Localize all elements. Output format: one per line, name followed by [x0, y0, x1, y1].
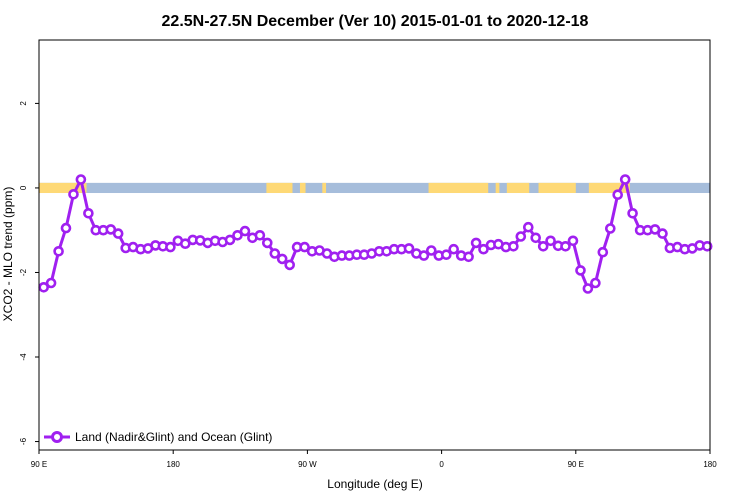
- x-axis: 90 E 180 90 W 0 90 E 180: [31, 450, 717, 469]
- data-point: [537, 241, 549, 252]
- data-point: [60, 222, 72, 234]
- x-tick-label: 180: [703, 460, 717, 469]
- data-line-group: [42, 178, 708, 290]
- data-point: [425, 245, 437, 256]
- data-point: [68, 189, 79, 200]
- data-point: [627, 208, 638, 219]
- data-points: [38, 174, 713, 294]
- data-point: [239, 225, 251, 237]
- data-point: [403, 243, 415, 254]
- data-point: [269, 248, 281, 259]
- data-point: [582, 283, 594, 294]
- y-tick-label: -4: [19, 353, 28, 361]
- y-tick-label: -6: [19, 437, 28, 445]
- data-point: [165, 241, 176, 253]
- data-point: [38, 281, 50, 293]
- x-tick-label: 90 E: [31, 460, 47, 469]
- land-band-segment: [428, 182, 489, 194]
- data-point: [590, 277, 601, 289]
- data-point: [522, 221, 534, 233]
- data-point: [83, 208, 94, 219]
- land-band-segment: [495, 182, 500, 194]
- y-tick-label: 0: [19, 185, 28, 190]
- data-point: [276, 253, 288, 265]
- data-point: [105, 224, 117, 235]
- x-tick-label: 180: [167, 460, 181, 469]
- data-point: [448, 243, 460, 255]
- plot-frame: [38, 39, 711, 451]
- data-point: [478, 243, 489, 255]
- data-point: [604, 223, 616, 234]
- data-point: [530, 232, 542, 244]
- data-point: [567, 235, 579, 247]
- y-axis: 2 0 -2 -4 -6: [19, 101, 39, 445]
- data-point: [597, 246, 609, 258]
- ocean-band: [39, 182, 710, 194]
- data-point: [224, 234, 236, 246]
- y-tick-label: -2: [19, 268, 28, 276]
- data-point: [619, 174, 631, 185]
- data-point: [612, 189, 624, 200]
- land-band-segment: [588, 182, 630, 194]
- series-line: [42, 178, 708, 290]
- data-point: [299, 241, 310, 253]
- legend-marker: [51, 431, 63, 443]
- data-point: [261, 237, 273, 249]
- data-point: [418, 250, 430, 261]
- y-axis-label: XCO2 - MLO trend (ppm): [1, 187, 15, 322]
- data-point: [508, 241, 519, 252]
- land-band-segment: [538, 182, 576, 194]
- data-point: [45, 277, 57, 289]
- legend-label: Land (Nadir&Glint) and Ocean (Glint): [75, 430, 272, 444]
- data-point: [515, 231, 527, 242]
- data-point: [649, 224, 661, 235]
- data-point: [232, 230, 243, 241]
- x-tick-label: 90 E: [568, 460, 584, 469]
- data-point: [254, 230, 266, 241]
- x-tick-label: 90 W: [298, 460, 317, 469]
- land-band-segment: [39, 182, 87, 194]
- chart-title: 22.5N-27.5N December (Ver 10) 2015-01-01…: [162, 13, 589, 30]
- x-axis-label: Longitude (deg E): [327, 477, 422, 491]
- land-band-segment: [322, 182, 327, 194]
- data-point: [545, 235, 556, 247]
- data-point: [701, 241, 713, 252]
- data-point: [284, 259, 296, 271]
- data-point: [75, 174, 87, 185]
- land-band-segment: [299, 182, 306, 194]
- land-band-segment: [506, 182, 530, 194]
- data-point: [112, 228, 124, 239]
- x-tick-label: 0: [439, 460, 444, 469]
- legend: Land (Nadir&Glint) and Ocean (Glint): [44, 430, 272, 444]
- data-point: [53, 246, 64, 257]
- data-point: [463, 251, 474, 263]
- data-point: [470, 237, 482, 249]
- land-band-segment: [266, 182, 293, 194]
- surface-band: [39, 182, 710, 194]
- data-point: [440, 249, 452, 260]
- data-point: [657, 228, 668, 239]
- y-tick-label: 2: [19, 101, 28, 106]
- data-point: [560, 241, 571, 252]
- data-point: [575, 265, 586, 276]
